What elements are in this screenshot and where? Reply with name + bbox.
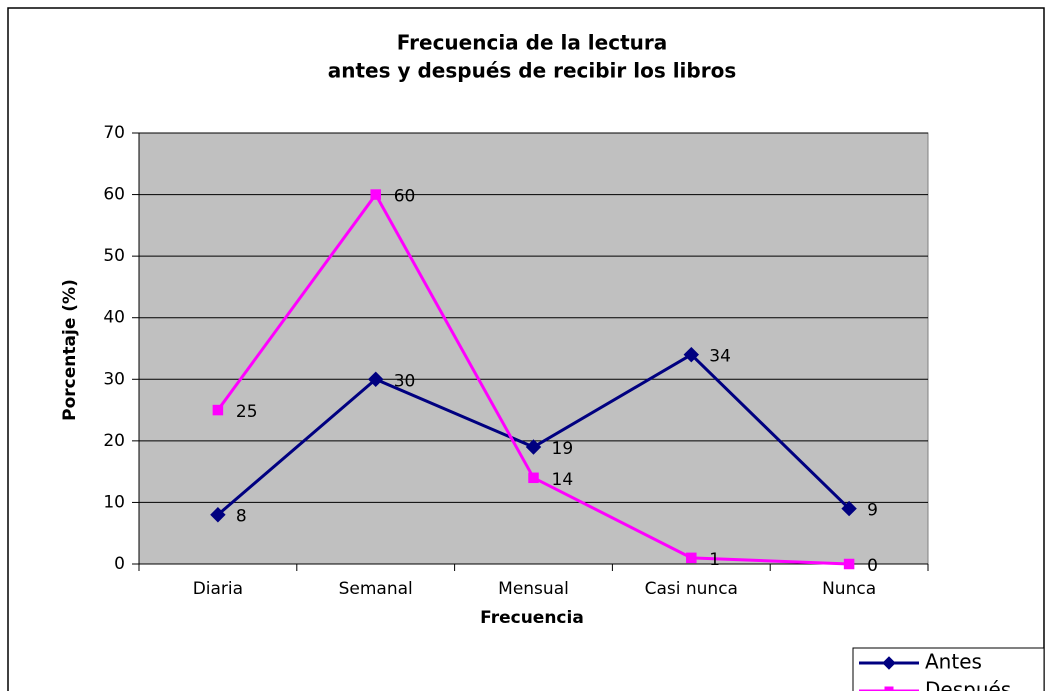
y-tick-label: 50 xyxy=(103,246,125,266)
y-tick-label: 20 xyxy=(103,431,125,451)
y-tick-label: 30 xyxy=(103,369,125,389)
marker xyxy=(367,371,384,387)
marker xyxy=(841,500,857,517)
marker xyxy=(212,404,224,416)
x-tick-label: Nunca xyxy=(822,579,876,599)
data-label: 34 xyxy=(709,347,731,367)
data-label: 14 xyxy=(552,470,574,490)
legend-label: Antes xyxy=(925,650,982,674)
marker xyxy=(525,439,542,455)
y-tick-label: 0 xyxy=(114,554,125,574)
marker xyxy=(528,472,539,484)
x-tick-label: Casi nunca xyxy=(645,579,738,599)
data-label: 9 xyxy=(867,501,878,521)
data-label: 0 xyxy=(867,556,878,576)
y-tick-label: 60 xyxy=(103,185,125,205)
data-label: 25 xyxy=(236,402,258,422)
plot-area xyxy=(138,132,929,565)
y-tick-label: 40 xyxy=(103,308,125,328)
x-tick-label: Mensual xyxy=(498,579,569,599)
marker xyxy=(686,552,697,564)
data-label: 30 xyxy=(394,371,416,391)
x-tick-label: Diaria xyxy=(193,579,243,599)
marker xyxy=(370,189,381,200)
y-tick-label: 70 xyxy=(103,123,125,143)
marker xyxy=(210,507,226,523)
data-label: 8 xyxy=(236,507,247,527)
marker xyxy=(884,686,894,691)
marker xyxy=(882,656,896,670)
data-label: 60 xyxy=(394,187,416,207)
y-tick-label: 10 xyxy=(103,492,125,512)
chart-title: Frecuencia de la lectura xyxy=(397,31,667,55)
data-label: 19 xyxy=(552,439,574,459)
data-label: 1 xyxy=(709,550,720,570)
marker xyxy=(843,558,855,570)
x-axis-title: Frecuencia xyxy=(480,608,584,628)
y-axis-title: Porcentaje (%) xyxy=(60,279,80,421)
marker xyxy=(683,346,700,363)
chart-title: antes y después de recibir los libros xyxy=(328,59,736,83)
legend-label: Después xyxy=(925,678,1011,691)
x-tick-label: Semanal xyxy=(339,579,413,599)
legend-box xyxy=(852,647,1045,691)
